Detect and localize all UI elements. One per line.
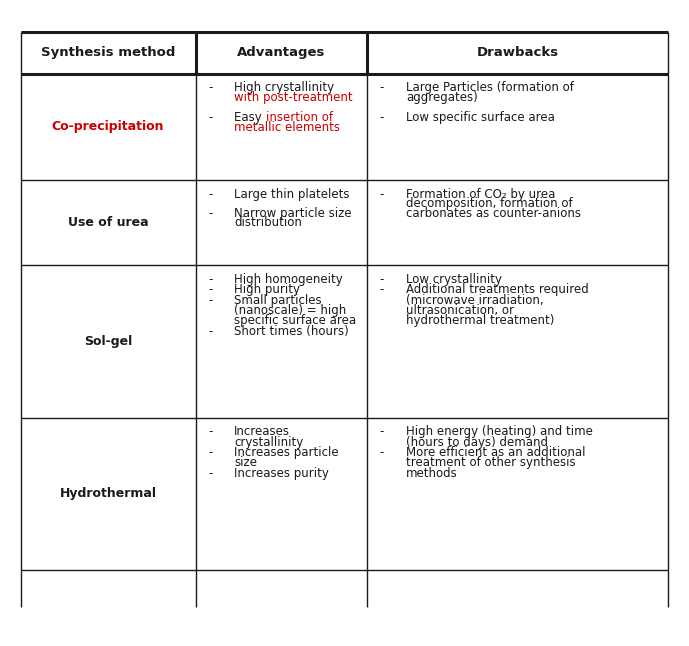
Text: -: - bbox=[208, 466, 212, 479]
Text: specific surface area: specific surface area bbox=[234, 314, 356, 328]
Text: -: - bbox=[208, 283, 212, 297]
Text: Increases: Increases bbox=[234, 425, 290, 438]
Text: carbonates as counter-anions: carbonates as counter-anions bbox=[406, 207, 581, 220]
Text: -: - bbox=[208, 207, 212, 220]
Text: Large Particles (formation of: Large Particles (formation of bbox=[406, 81, 574, 94]
Text: Use of urea: Use of urea bbox=[68, 216, 148, 229]
Text: Low specific surface area: Low specific surface area bbox=[406, 112, 555, 125]
Text: More efficient as an additional: More efficient as an additional bbox=[406, 446, 585, 459]
Text: (nanoscale) = high: (nanoscale) = high bbox=[234, 304, 347, 317]
Text: High crystallinity: High crystallinity bbox=[234, 81, 334, 94]
Text: methods: methods bbox=[406, 466, 457, 479]
Text: Short times (hours): Short times (hours) bbox=[234, 324, 349, 338]
Text: with post-treatment: with post-treatment bbox=[234, 92, 353, 105]
Text: -: - bbox=[208, 273, 212, 286]
Text: distribution: distribution bbox=[234, 216, 302, 229]
Text: Easy: Easy bbox=[234, 112, 266, 125]
Text: -: - bbox=[380, 446, 384, 459]
Text: (hours to days) demand: (hours to days) demand bbox=[406, 435, 548, 448]
Text: aggregates): aggregates) bbox=[406, 92, 477, 105]
Text: metallic elements: metallic elements bbox=[234, 121, 340, 134]
Text: High purity: High purity bbox=[234, 283, 300, 297]
Text: -: - bbox=[208, 81, 212, 94]
Text: -: - bbox=[208, 425, 212, 438]
Text: Synthesis method: Synthesis method bbox=[41, 47, 175, 59]
Text: Low crystallinity: Low crystallinity bbox=[406, 273, 502, 286]
Text: Co-precipitation: Co-precipitation bbox=[52, 120, 165, 133]
Text: size: size bbox=[234, 456, 257, 469]
Text: Hydrothermal: Hydrothermal bbox=[60, 487, 156, 500]
Text: hydrothermal treatment): hydrothermal treatment) bbox=[406, 314, 554, 328]
Text: Formation of CO₂ by urea: Formation of CO₂ by urea bbox=[406, 188, 555, 201]
Text: Sol-gel: Sol-gel bbox=[84, 335, 132, 348]
Text: -: - bbox=[208, 112, 212, 125]
Text: ultrasonication, or: ultrasonication, or bbox=[406, 304, 514, 317]
Text: -: - bbox=[380, 188, 384, 201]
Text: -: - bbox=[208, 324, 212, 338]
Text: crystallinity: crystallinity bbox=[234, 435, 303, 448]
Text: Small particles: Small particles bbox=[234, 293, 322, 307]
Text: -: - bbox=[208, 293, 212, 307]
Text: -: - bbox=[380, 425, 384, 438]
Text: -: - bbox=[380, 273, 384, 286]
Text: (microwave irradiation,: (microwave irradiation, bbox=[406, 293, 544, 307]
Text: -: - bbox=[208, 188, 212, 201]
Text: High homogeneity: High homogeneity bbox=[234, 273, 343, 286]
Text: Increases particle: Increases particle bbox=[234, 446, 339, 459]
Text: -: - bbox=[208, 446, 212, 459]
Text: treatment of other synthesis: treatment of other synthesis bbox=[406, 456, 575, 469]
Text: insertion of: insertion of bbox=[266, 112, 333, 125]
Text: High energy (heating) and time: High energy (heating) and time bbox=[406, 425, 593, 438]
Text: decomposition, formation of: decomposition, formation of bbox=[406, 197, 573, 210]
Text: -: - bbox=[380, 112, 384, 125]
Text: Large thin platelets: Large thin platelets bbox=[234, 188, 349, 201]
Text: -: - bbox=[380, 81, 384, 94]
Text: Drawbacks: Drawbacks bbox=[477, 47, 559, 59]
Text: Increases purity: Increases purity bbox=[234, 466, 329, 479]
Text: Narrow particle size: Narrow particle size bbox=[234, 207, 352, 220]
Text: -: - bbox=[380, 283, 384, 297]
Text: Additional treatments required: Additional treatments required bbox=[406, 283, 588, 297]
Text: Advantages: Advantages bbox=[237, 47, 325, 59]
